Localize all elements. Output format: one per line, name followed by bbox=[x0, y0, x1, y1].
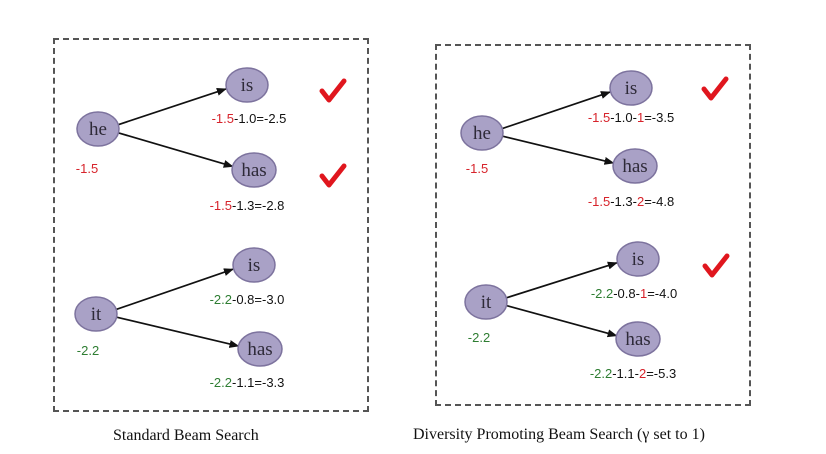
diversity-it-is-checkmark-icon bbox=[702, 253, 730, 278]
diversity-he-node bbox=[460, 115, 504, 151]
standard-it-is-node-label: is bbox=[248, 255, 261, 276]
diversity-he-is-node-label: is bbox=[625, 78, 638, 99]
standard-he-to-has-arrow bbox=[117, 131, 234, 168]
diversity-he-node-label: he bbox=[473, 123, 491, 144]
diversity-it-to-is-arrow bbox=[504, 261, 618, 299]
standard-it-is-node bbox=[232, 247, 276, 283]
standard-it-is-score: -2.2-0.8=-3.0 bbox=[210, 292, 285, 307]
standard-he-node bbox=[76, 111, 120, 147]
standard-he-is-node-label: is bbox=[241, 75, 254, 96]
caption-standard-beam-search: Standard Beam Search bbox=[113, 427, 259, 444]
standard-he-to-is-arrow bbox=[116, 88, 227, 126]
diversity-it-is-score: -2.2-0.8-1=-4.0 bbox=[591, 286, 677, 301]
diversity-he-is-node bbox=[609, 70, 653, 106]
standard-he-has-score: -1.5-1.3=-2.8 bbox=[210, 198, 285, 213]
diversity-he-has-score: -1.5-1.3-2=-4.8 bbox=[588, 194, 674, 209]
standard-it-score: -2.2 bbox=[77, 343, 99, 358]
diversity-it-has-node bbox=[615, 321, 661, 357]
diversity-he-has-node-label: has bbox=[622, 156, 647, 177]
standard-it-node-label: it bbox=[91, 304, 102, 325]
diversity-he-score: -1.5 bbox=[466, 161, 488, 176]
standard-it-has-score: -2.2-1.1=-3.3 bbox=[210, 375, 285, 390]
standard-he-has-checkmark-icon bbox=[319, 163, 347, 188]
diversity-he-to-is-arrow bbox=[500, 91, 611, 130]
standard-he-has-node bbox=[231, 152, 277, 188]
standard-he-is-checkmark-icon bbox=[319, 78, 347, 103]
standard-beam-search-panel bbox=[53, 38, 369, 412]
standard-he-node-label: he bbox=[89, 119, 107, 140]
diversity-he-has-node bbox=[612, 148, 658, 184]
diversity-he-to-has-arrow bbox=[501, 135, 615, 165]
diversity-it-has-score: -2.2-1.1-2=-5.3 bbox=[590, 366, 676, 381]
diversity-it-has-node-label: has bbox=[625, 329, 650, 350]
standard-it-to-has-arrow bbox=[115, 316, 240, 348]
diversity-it-is-node bbox=[616, 241, 660, 277]
diversity-he-is-checkmark-icon bbox=[701, 76, 729, 101]
standard-it-has-node-label: has bbox=[247, 339, 272, 360]
standard-he-is-node bbox=[225, 67, 269, 103]
standard-it-node bbox=[74, 296, 118, 332]
standard-he-has-node-label: has bbox=[241, 160, 266, 181]
diversity-it-to-has-arrow bbox=[505, 304, 618, 338]
diversity-it-is-node-label: is bbox=[632, 249, 645, 270]
diversity-it-node-label: it bbox=[481, 292, 492, 313]
caption-diversity-beam-search: Diversity Promoting Beam Search (γ set t… bbox=[413, 426, 705, 443]
standard-he-is-score: -1.5-1.0=-2.5 bbox=[212, 111, 287, 126]
diversity-it-node bbox=[464, 284, 508, 320]
diversity-beam-search-panel bbox=[435, 44, 751, 406]
diversity-it-score: -2.2 bbox=[468, 330, 490, 345]
diversity-he-is-score: -1.5-1.0-1=-3.5 bbox=[588, 110, 674, 125]
standard-it-has-node bbox=[237, 331, 283, 367]
standard-it-to-is-arrow bbox=[114, 268, 234, 311]
standard-he-score: -1.5 bbox=[76, 161, 98, 176]
